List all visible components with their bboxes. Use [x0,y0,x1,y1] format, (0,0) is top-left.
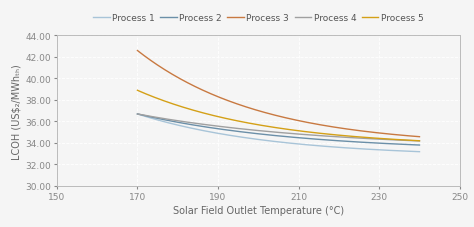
Process 1 [390,150,396,152]
Process 2 [301,137,307,140]
Process 4 [417,140,422,143]
Line: Process 1: Process 1 [137,114,419,152]
Process 4 [307,134,313,137]
Process 4 [372,138,378,141]
Process 5 [302,131,308,133]
Process 2 [307,138,313,141]
Process 5 [301,131,307,133]
Process 4 [390,139,396,142]
Y-axis label: LCOH (US$₂/MWhₜₕ): LCOH (US$₂/MWhₜₕ) [11,64,21,159]
Process 4 [136,113,141,116]
Process 3 [372,132,378,134]
Process 4 [135,113,140,116]
Line: Process 4: Process 4 [137,114,419,141]
Process 3 [417,136,422,138]
Process 3 [135,50,140,53]
Process 2 [372,142,378,145]
Process 1 [417,151,422,153]
Process 4 [302,134,308,136]
Process 1 [135,113,140,116]
Process 3 [302,121,308,124]
Process 5 [135,89,140,92]
Legend: Process 1, Process 2, Process 3, Process 4, Process 5: Process 1, Process 2, Process 3, Process… [93,14,423,23]
X-axis label: Solar Field Outlet Temperature (°C): Solar Field Outlet Temperature (°C) [173,205,344,215]
Process 3 [301,121,307,124]
Process 3 [307,122,313,125]
Process 4 [301,133,307,136]
Process 5 [417,140,422,143]
Process 1 [302,144,308,146]
Process 2 [135,113,140,116]
Process 1 [301,143,307,146]
Process 5 [307,131,313,134]
Process 3 [136,51,141,53]
Process 3 [390,133,396,136]
Line: Process 3: Process 3 [137,51,419,137]
Process 2 [302,137,308,140]
Process 1 [372,149,378,151]
Process 2 [136,113,141,116]
Process 5 [390,138,396,141]
Process 2 [417,144,422,147]
Process 5 [136,90,141,93]
Process 2 [390,143,396,146]
Process 1 [307,144,313,147]
Line: Process 2: Process 2 [137,114,419,145]
Process 1 [136,113,141,116]
Process 5 [372,137,378,140]
Line: Process 5: Process 5 [137,91,419,141]
